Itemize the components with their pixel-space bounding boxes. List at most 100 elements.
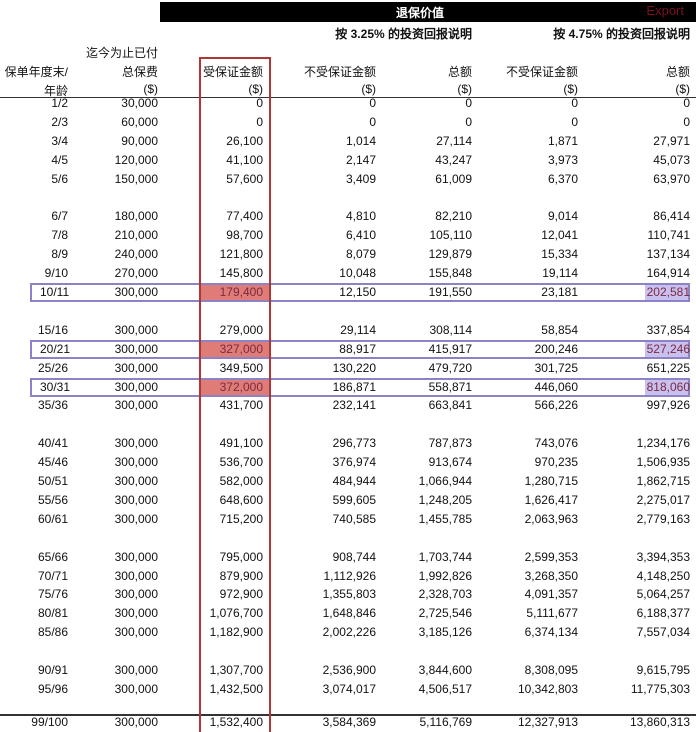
cell-total-325: 663,841 bbox=[428, 398, 472, 413]
col-header-guaranteed: ($) bbox=[248, 82, 263, 96]
cell-year-age: 35/36 bbox=[37, 398, 68, 413]
cell-non-guaranteed-475: 970,235 bbox=[534, 455, 578, 470]
cell-non-guaranteed-475: 3,973 bbox=[547, 152, 578, 167]
cell-non-guaranteed-475: 12,041 bbox=[541, 228, 578, 243]
cell-total-325: 415,917 bbox=[428, 341, 472, 356]
cell-total-325: 129,879 bbox=[428, 247, 472, 262]
table-row: 3/4 90,000 26,100 1,014 27,114 1,871 27,971 bbox=[0, 132, 696, 151]
table-row: 45/46 300,000 536,700 376,974 913,674 970,235… bbox=[0, 453, 696, 472]
cell-total-475: 164,914 bbox=[646, 266, 690, 281]
cell-non-guaranteed-325: 232,141 bbox=[332, 398, 376, 413]
export-button[interactable]: Export bbox=[646, 3, 684, 18]
cell-non-guaranteed-475: 58,854 bbox=[541, 322, 578, 337]
cell-premium-paid: 300,000 bbox=[114, 606, 158, 621]
cell-non-guaranteed-475: 1,871 bbox=[547, 133, 578, 148]
cell-non-guaranteed-475: 743,076 bbox=[534, 436, 578, 451]
cell-year-age: 7/8 bbox=[51, 228, 68, 243]
cell-total-475: 997,926 bbox=[646, 398, 690, 413]
cell-premium-paid: 300,000 bbox=[114, 715, 158, 729]
col-header-total-475: ($) bbox=[675, 82, 690, 96]
cell-total-475: 202,581 bbox=[646, 285, 690, 299]
col-header-premium-paid: ($) bbox=[143, 82, 158, 96]
table-row: 15/16 300,000 279,000 29,114 308,114 58,854 33… bbox=[0, 321, 696, 340]
cell-guaranteed: 372,000 bbox=[219, 379, 263, 394]
cell-non-guaranteed-325: 186,871 bbox=[332, 379, 376, 394]
cell-non-guaranteed-325: 10,048 bbox=[339, 266, 376, 281]
cell-guaranteed: 1,076,700 bbox=[209, 606, 263, 621]
cell-premium-paid: 300,000 bbox=[114, 549, 158, 564]
table-row: 80/81 300,000 1,076,700 1,648,846 2,725,546 5… bbox=[0, 604, 696, 623]
cell-total-325: 2,328,703 bbox=[418, 587, 472, 602]
col-header-non-guaranteed-475: 不受保证金额 bbox=[505, 65, 578, 79]
col-header-total-475: 总额 bbox=[665, 65, 690, 79]
cell-total-475: 4,148,250 bbox=[636, 568, 690, 583]
row-highlight-outline bbox=[30, 377, 690, 397]
cell-non-guaranteed-475: 12,327,913 bbox=[517, 715, 578, 729]
cell-premium-paid: 30,000 bbox=[121, 96, 158, 110]
col-header-premium-paid: 迄今为止已付 bbox=[85, 46, 158, 60]
cell-non-guaranteed-475: 8,308,095 bbox=[524, 663, 578, 677]
header-bar bbox=[160, 2, 696, 22]
cell-non-guaranteed-325: 0 bbox=[369, 114, 376, 129]
cell-non-guaranteed-475: 301,725 bbox=[534, 360, 578, 375]
col-header-total-325: ($) bbox=[457, 82, 472, 96]
cell-total-475: 5,064,257 bbox=[636, 587, 690, 602]
cell-non-guaranteed-475: 6,374,134 bbox=[524, 625, 578, 640]
cell-non-guaranteed-475: 19,114 bbox=[542, 266, 578, 281]
cell-year-age: 55/56 bbox=[37, 492, 68, 507]
cell-guaranteed: 121,800 bbox=[219, 247, 263, 262]
cell-premium-paid: 300,000 bbox=[114, 681, 158, 696]
cell-year-age: 60/61 bbox=[37, 511, 68, 526]
table-row: 25/26 300,000 349,500 130,220 479,720 301,725… bbox=[0, 359, 696, 378]
table-row: 9/10 270,000 145,800 10,048 155,848 19,114 164… bbox=[0, 264, 696, 283]
table-row: 60/61 300,000 715,200 740,585 1,455,785 2,063… bbox=[0, 510, 696, 529]
cell-guaranteed: 795,000 bbox=[219, 549, 263, 564]
cell-guaranteed: 41,100 bbox=[226, 152, 263, 167]
cell-guaranteed: 582,000 bbox=[219, 474, 263, 488]
cell-non-guaranteed-325: 12,150 bbox=[339, 285, 376, 299]
cell-total-475: 0 bbox=[683, 96, 690, 110]
cell-premium-paid: 300,000 bbox=[114, 285, 158, 299]
cell-non-guaranteed-325: 599,605 bbox=[332, 492, 376, 507]
cell-year-age: 80/81 bbox=[37, 606, 68, 621]
cell-total-475: 2,779,163 bbox=[636, 511, 690, 526]
cell-premium-paid: 300,000 bbox=[114, 360, 158, 375]
cell-total-325: 27,114 bbox=[436, 133, 472, 148]
cell-total-475: 11,775,303 bbox=[630, 681, 690, 696]
cell-total-325: 308,114 bbox=[429, 322, 473, 337]
cell-total-325: 3,844,600 bbox=[418, 663, 472, 677]
cell-total-475: 651,225 bbox=[646, 360, 690, 375]
cell-total-475: 110,741 bbox=[647, 228, 691, 243]
cell-premium-paid: 300,000 bbox=[114, 436, 158, 451]
cell-non-guaranteed-325: 2,536,900 bbox=[322, 663, 376, 677]
cell-guaranteed: 279,000 bbox=[219, 322, 263, 337]
table-row: 50/51 300,000 582,000 484,944 1,066,944 1,280… bbox=[0, 472, 696, 491]
cell-non-guaranteed-325: 1,648,846 bbox=[322, 606, 376, 621]
cell-guaranteed: 431,700 bbox=[219, 398, 263, 413]
cell-non-guaranteed-475: 2,063,963 bbox=[524, 511, 578, 526]
cell-non-guaranteed-325: 3,584,369 bbox=[322, 715, 376, 729]
cell-guaranteed: 1,307,700 bbox=[209, 663, 263, 677]
cell-premium-paid: 150,000 bbox=[114, 171, 158, 186]
cell-year-age: 6/7 bbox=[51, 209, 68, 224]
table-row: 6/7 180,000 77,400 4,810 82,210 9,014 86,414 bbox=[0, 207, 696, 226]
cell-total-325: 1,066,944 bbox=[418, 474, 472, 488]
col-header-premium-paid: 总保费 bbox=[121, 65, 158, 79]
table-row: 40/41 300,000 491,100 296,773 787,873 743,076… bbox=[0, 434, 696, 453]
cell-total-325: 191,550 bbox=[428, 285, 472, 299]
cell-total-325: 61,009 bbox=[435, 171, 472, 186]
cell-total-325: 913,674 bbox=[428, 455, 472, 470]
cell-total-325: 479,720 bbox=[428, 360, 472, 375]
cell-non-guaranteed-325: 8,079 bbox=[345, 247, 376, 262]
cell-premium-paid: 120,000 bbox=[114, 152, 158, 167]
table-row: 2/3 60,000 0 0 0 0 0 bbox=[0, 113, 696, 132]
cell-guaranteed: 327,000 bbox=[219, 341, 263, 356]
cell-total-325: 105,110 bbox=[429, 228, 473, 243]
table-row: 7/8 210,000 98,700 6,410 105,110 12,041 110,74… bbox=[0, 226, 696, 245]
table-row: 70/71 300,000 879,900 1,112,926 1,992,826 3,2… bbox=[0, 567, 696, 586]
cell-guaranteed: 179,400 bbox=[219, 285, 263, 299]
cell-total-475: 27,971 bbox=[653, 133, 690, 148]
cell-total-325: 82,210 bbox=[435, 209, 472, 224]
cell-year-age: 85/86 bbox=[37, 625, 68, 640]
cell-non-guaranteed-325: 1,014 bbox=[345, 133, 376, 148]
